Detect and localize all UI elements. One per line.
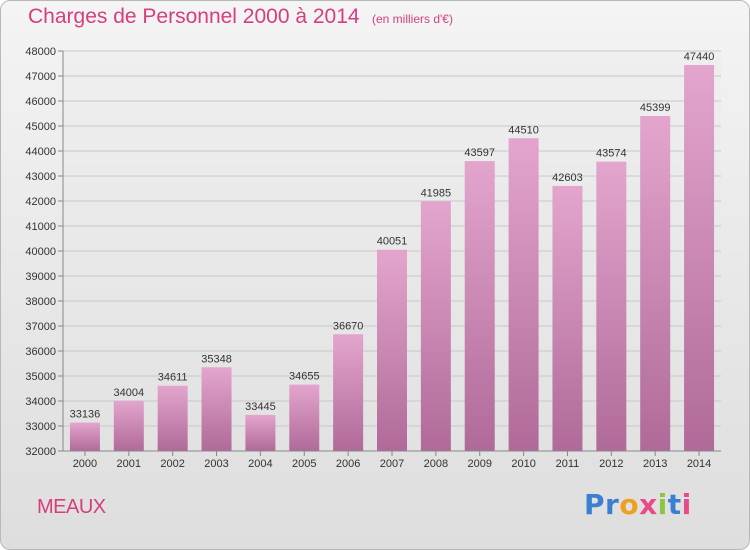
data-label: 34655 (289, 371, 320, 383)
bar (157, 385, 188, 451)
bar (333, 334, 364, 451)
bar (508, 138, 539, 451)
x-tick-label: 2010 (511, 458, 535, 470)
bars (69, 65, 715, 452)
x-tick-label: 2004 (248, 458, 272, 470)
data-label: 40051 (377, 236, 408, 248)
bar (201, 367, 232, 451)
bar (420, 201, 451, 451)
data-label: 43574 (596, 148, 627, 160)
data-label: 33136 (70, 409, 101, 421)
data-label: 34611 (158, 372, 188, 384)
bar (245, 414, 276, 451)
x-tick-label: 2001 (117, 458, 141, 470)
logo-letter: r (605, 488, 620, 521)
y-tick-label: 39000 (25, 271, 56, 283)
y-tick-label: 45000 (25, 121, 56, 133)
x-tick-label: 2014 (687, 458, 711, 470)
x-tick-label: 2013 (643, 458, 667, 470)
x-tick-label: 2008 (424, 458, 448, 470)
x-tick-label: 2003 (204, 458, 228, 470)
y-tick-label: 36000 (25, 346, 56, 358)
y-tick-label: 47000 (25, 71, 56, 83)
x-tick-label: 2002 (160, 458, 184, 470)
x-tick-label: 2005 (292, 458, 316, 470)
y-tick-label: 43000 (25, 171, 56, 183)
data-label: 42603 (552, 172, 583, 184)
data-label: 36670 (333, 320, 364, 332)
data-label: 43597 (464, 147, 495, 159)
y-tick-label: 34000 (25, 396, 56, 408)
data-labels: 33136 34004 34611 35348 33445 34655 36670 40051… (70, 51, 715, 421)
location-label: MEAUX (37, 496, 106, 518)
y-tick-label: 32000 (25, 446, 56, 458)
y-tick-label: 42000 (25, 196, 56, 208)
logo-letter: x (639, 488, 658, 521)
x-axis: 2000 2001 2002 2003 2004 2005 2006 2007 2008 2009… (63, 450, 721, 470)
bar (464, 161, 495, 451)
bar (552, 185, 583, 452)
logo-letter: P (584, 488, 606, 521)
data-label: 34004 (114, 387, 145, 399)
y-tick-label: 37000 (25, 321, 56, 333)
x-tick-label: 2009 (467, 458, 491, 470)
data-label: 33445 (245, 401, 276, 413)
y-tick-label: 40000 (25, 246, 56, 258)
bar (684, 65, 715, 451)
bar (69, 422, 100, 451)
y-tick-label: 44000 (25, 146, 56, 158)
y-tick-label: 46000 (25, 96, 56, 108)
chart-title: Charges de Personnel 2000 à 2014 (28, 5, 360, 28)
logo-letter: i (681, 488, 692, 521)
y-tick-label: 38000 (25, 296, 56, 308)
logo-letter: o (619, 488, 640, 521)
bar (640, 116, 671, 452)
bar (289, 384, 320, 451)
y-tick-label: 33000 (25, 421, 56, 433)
logo-letter: i (657, 488, 668, 521)
data-label: 41985 (421, 187, 452, 199)
chart-subtitle: (en milliers d'€) (372, 12, 453, 26)
y-axis: 32000 33000 34000 35000 36000 37000 38000 39000… (25, 46, 64, 458)
y-tick-label: 41000 (25, 221, 56, 233)
y-tick-label: 35000 (25, 371, 56, 383)
x-tick-label: 2000 (73, 458, 97, 470)
bar (113, 400, 144, 451)
y-tick-label: 48000 (25, 46, 56, 58)
data-label: 45399 (640, 102, 671, 114)
x-tick-label: 2006 (336, 458, 360, 470)
logo-letter: t (667, 488, 682, 521)
bar (377, 249, 407, 451)
x-tick-label: 2007 (380, 458, 404, 470)
x-tick-label: 2011 (556, 458, 580, 470)
data-label: 35348 (201, 353, 232, 365)
data-label: 47440 (684, 51, 715, 63)
bar (596, 161, 627, 451)
proxiti-logo: Proxiti (584, 488, 692, 521)
data-label: 44510 (508, 124, 539, 136)
x-tick-label: 2012 (599, 458, 623, 470)
